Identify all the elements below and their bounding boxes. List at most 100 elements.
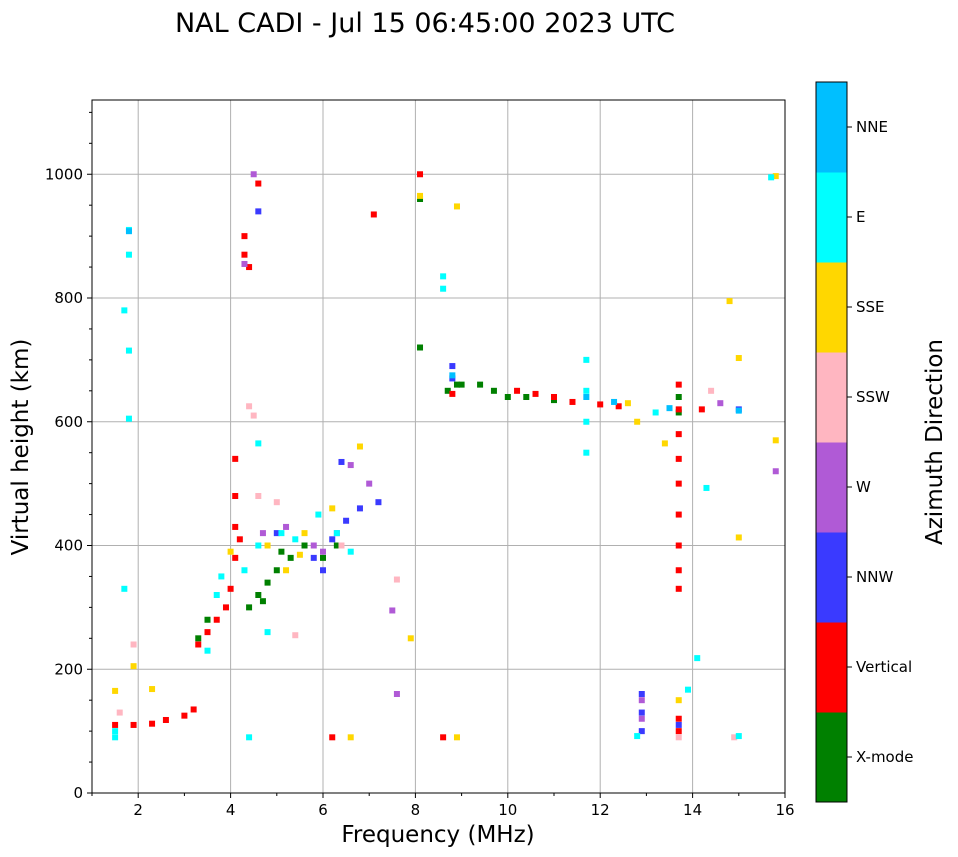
data-point xyxy=(301,542,308,549)
colorbar-segment xyxy=(816,262,847,353)
x-tick-label: 6 xyxy=(318,801,328,819)
data-point xyxy=(675,715,682,722)
data-point xyxy=(227,585,234,592)
data-point xyxy=(504,394,511,400)
data-point xyxy=(149,720,156,727)
data-point xyxy=(731,734,738,741)
data-point xyxy=(125,415,132,422)
data-point xyxy=(772,173,779,180)
data-point xyxy=(301,530,308,537)
data-point xyxy=(417,196,424,202)
data-point xyxy=(241,251,248,258)
data-point xyxy=(241,260,248,267)
data-point xyxy=(551,397,557,404)
data-point xyxy=(250,412,257,419)
data-point xyxy=(638,728,645,735)
data-point xyxy=(343,517,350,524)
data-point xyxy=(246,734,253,741)
data-point xyxy=(227,548,234,555)
data-point xyxy=(255,180,262,187)
data-point xyxy=(329,536,336,543)
data-point xyxy=(514,387,521,394)
data-point xyxy=(204,616,211,623)
data-point xyxy=(583,387,590,394)
data-point xyxy=(278,548,285,555)
data-point xyxy=(523,394,530,400)
colorbar-frame xyxy=(815,81,848,803)
data-points xyxy=(112,171,779,741)
colorbar-segment xyxy=(816,172,847,263)
data-point xyxy=(449,375,456,382)
data-point xyxy=(675,542,682,549)
colorbar-tick-label: SSW xyxy=(856,388,890,406)
data-point xyxy=(255,542,262,549)
data-point xyxy=(675,511,682,518)
data-point xyxy=(370,211,377,218)
data-point xyxy=(246,604,253,611)
data-point xyxy=(675,455,682,462)
data-point xyxy=(583,449,590,456)
data-point xyxy=(310,542,317,549)
data-point xyxy=(698,406,705,413)
data-point xyxy=(638,715,645,722)
series-e xyxy=(112,174,775,741)
data-point xyxy=(125,228,132,235)
data-point xyxy=(389,607,396,614)
data-point xyxy=(246,403,253,410)
data-point xyxy=(684,686,691,693)
colorbar-segment xyxy=(816,442,847,533)
data-point xyxy=(130,721,137,728)
data-point xyxy=(130,663,137,670)
data-point xyxy=(569,398,576,405)
x-tick-label: 8 xyxy=(411,801,421,819)
series-sse xyxy=(112,173,779,741)
y-axis-label: Virtual height (km) xyxy=(8,339,34,556)
data-point xyxy=(264,579,271,586)
y-tick-label: 1000 xyxy=(45,165,83,183)
data-point xyxy=(213,616,220,623)
x-axis-ticks: 2 4 6 8 10 12 14 16 xyxy=(91,793,795,819)
data-point xyxy=(292,632,299,639)
data-point xyxy=(259,598,266,605)
colorbar-tick-label: E xyxy=(856,208,865,226)
data-point xyxy=(551,394,557,400)
data-point xyxy=(338,458,345,465)
data-point xyxy=(615,403,622,410)
data-point xyxy=(320,554,326,561)
data-point xyxy=(338,542,345,549)
data-point xyxy=(329,505,336,512)
data-point xyxy=(273,530,280,537)
data-point xyxy=(772,468,779,475)
data-point xyxy=(440,734,447,741)
data-point xyxy=(444,387,451,394)
data-point xyxy=(453,734,460,741)
data-point xyxy=(583,356,590,363)
data-point xyxy=(232,554,239,561)
colorbar: X-mode Vertical NNW W SSW SSE E NNE xyxy=(816,82,913,803)
data-point xyxy=(241,567,248,574)
x-tick-label: 4 xyxy=(226,801,236,819)
data-point xyxy=(347,734,354,741)
y-tick-label: 0 xyxy=(73,784,83,802)
data-point xyxy=(296,551,303,558)
data-point xyxy=(449,372,456,379)
colorbar-segment xyxy=(816,622,847,713)
data-point xyxy=(417,344,424,351)
colorbar-label: Azimuth Direction xyxy=(922,339,948,545)
data-point xyxy=(694,655,701,662)
data-point xyxy=(222,604,229,611)
y-tick-label: 200 xyxy=(54,660,83,678)
data-point xyxy=(675,381,682,388)
data-point xyxy=(675,567,682,574)
colorbar-segment xyxy=(816,352,847,443)
y-tick-label: 800 xyxy=(54,289,83,307)
data-point xyxy=(675,734,682,741)
y-axis-ticks: 0 200 400 600 800 1000 xyxy=(45,111,92,802)
data-point xyxy=(675,406,682,413)
data-point xyxy=(624,400,631,407)
colorbar-tick-label: W xyxy=(856,478,871,496)
data-point xyxy=(417,192,424,199)
data-point xyxy=(449,363,456,370)
data-point xyxy=(333,530,340,537)
